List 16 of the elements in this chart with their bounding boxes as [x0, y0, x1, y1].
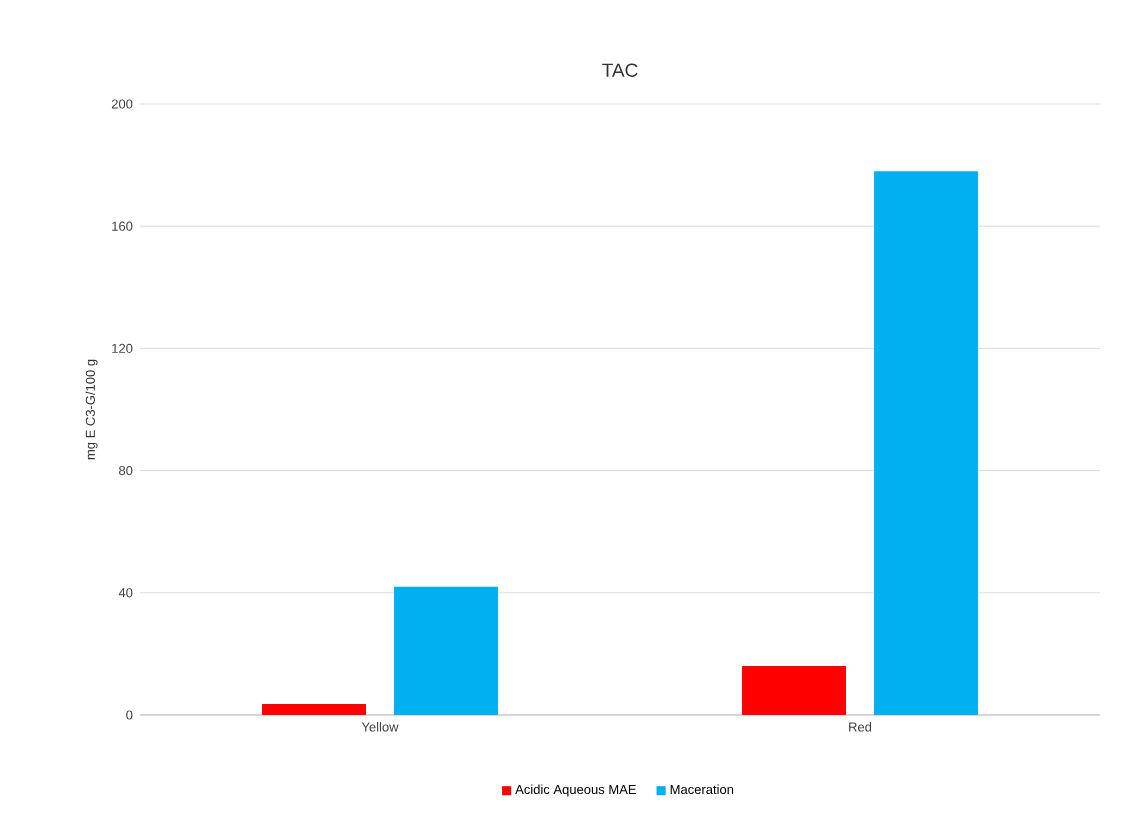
bar	[874, 171, 978, 715]
bar	[742, 666, 846, 715]
bar	[394, 586, 498, 715]
legend-label: Acidic Aqueous MAE	[515, 784, 636, 797]
y-tick-label: 120	[112, 343, 133, 353]
y-tick-label: 0	[126, 710, 133, 720]
bar	[262, 703, 366, 715]
x-tick-label: Red	[849, 722, 872, 732]
y-tick-label: 80	[119, 465, 133, 476]
y-tick-label: 40	[118, 588, 133, 598]
y-tick-label: 160	[112, 221, 133, 231]
y-axis-title: mg E C3-G/100 g	[85, 359, 98, 460]
x-tick-label: Yellow	[361, 722, 399, 732]
legend-label: Maceration	[670, 784, 734, 795]
y-tick-label: 200	[111, 99, 133, 109]
chart-title: TAC	[602, 63, 638, 77]
